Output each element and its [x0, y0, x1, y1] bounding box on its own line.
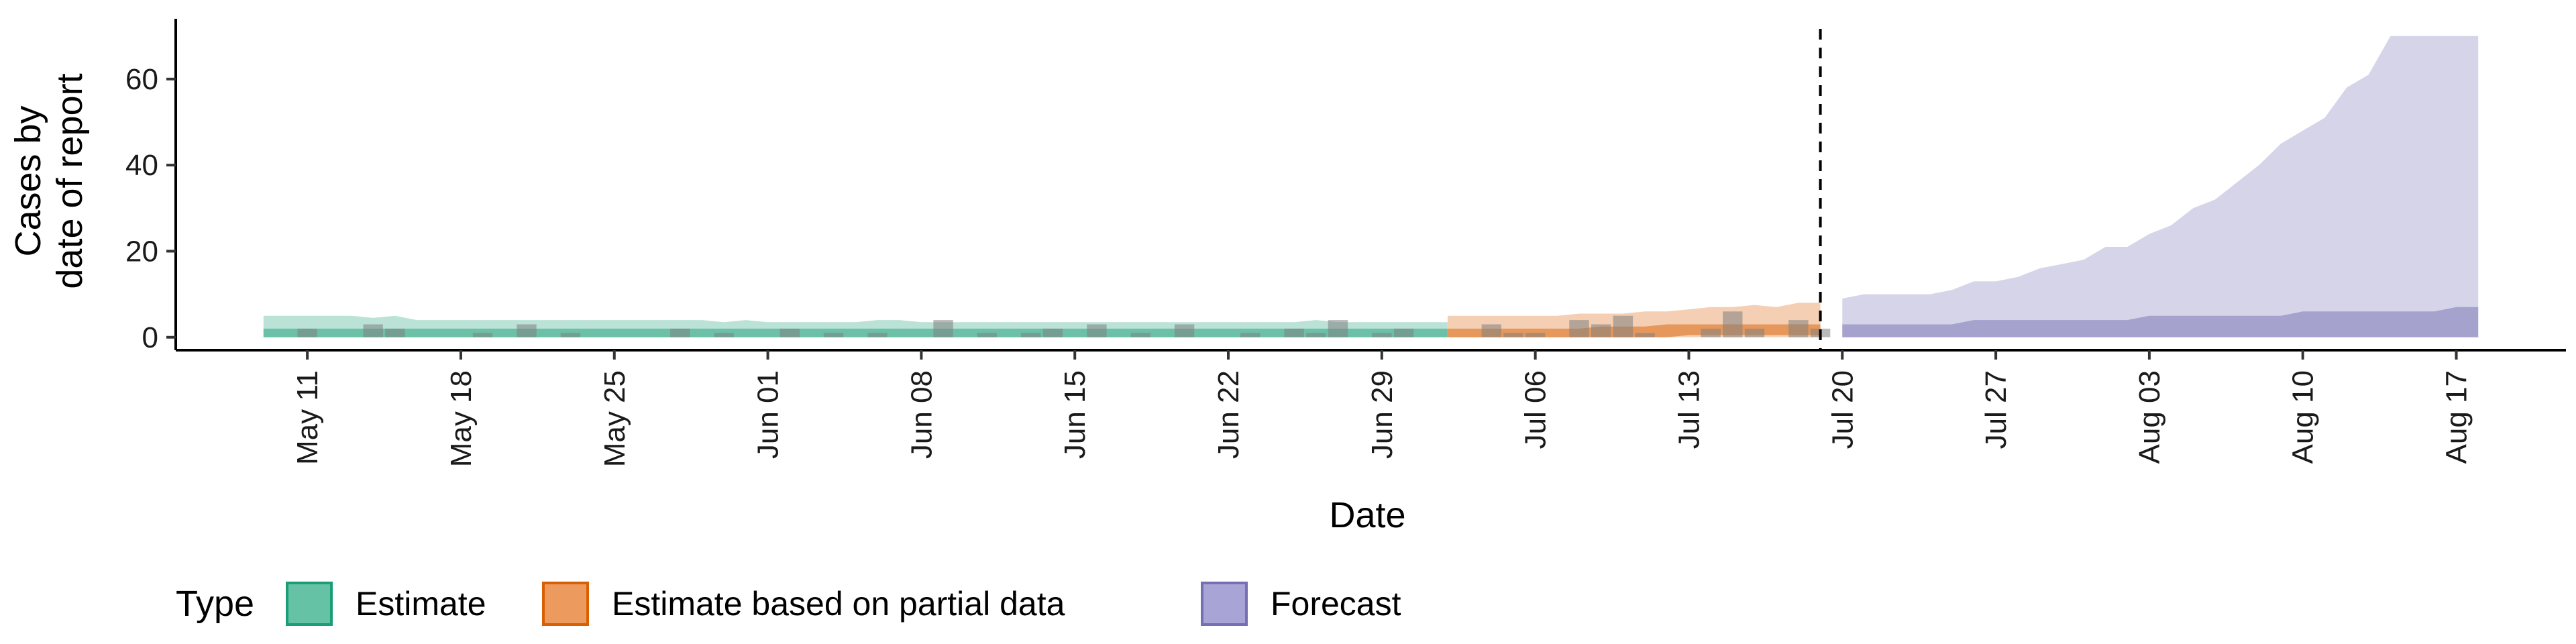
- x-tick-label: Jul 13: [1672, 370, 1705, 449]
- observed-bar: [1525, 333, 1546, 337]
- x-tick-label: Jun 29: [1366, 370, 1399, 459]
- x-tick-label: Jun 08: [905, 370, 938, 459]
- legend-title: Type: [176, 584, 254, 624]
- observed-bar: [1240, 333, 1260, 337]
- observed-bar: [780, 328, 800, 337]
- legend-swatch: [1201, 582, 1248, 626]
- x-tick-label: May 25: [598, 370, 631, 467]
- observed-bar: [1328, 320, 1348, 337]
- observed-bar: [1569, 320, 1589, 337]
- observed-bar: [1130, 333, 1150, 337]
- observed-bar: [1372, 333, 1392, 337]
- observed-bar: [1393, 328, 1414, 337]
- band-outer-forecast: [1842, 36, 2479, 337]
- x-tick-label: Aug 03: [2133, 370, 2166, 464]
- y-axis-label: Cases bydate of report: [8, 73, 90, 288]
- observed-bar: [560, 333, 581, 337]
- observed-case-bars: [297, 311, 1831, 337]
- observed-bar: [1744, 328, 1765, 337]
- x-tick-label: Aug 10: [2287, 370, 2320, 464]
- observed-bar: [933, 320, 953, 337]
- y-tick-label: 0: [142, 321, 158, 354]
- observed-bar: [1021, 333, 1041, 337]
- observed-bar: [1284, 328, 1304, 337]
- x-tick-label: Jul 27: [1980, 370, 2012, 449]
- observed-bar: [1174, 324, 1195, 337]
- observed-bar: [1306, 333, 1326, 337]
- y-axis-ticks: 0 20 40 60: [125, 63, 176, 354]
- observed-bar: [1481, 324, 1501, 337]
- x-tick-label: Jun 15: [1059, 370, 1091, 459]
- observed-bar: [1701, 328, 1721, 337]
- band-inner-estimate: [263, 328, 1448, 337]
- observed-bar: [1591, 324, 1611, 337]
- y-axis-label-line: date of report: [50, 73, 90, 288]
- observed-bar: [1788, 320, 1809, 337]
- observed-bar: [363, 324, 383, 337]
- observed-bar: [472, 333, 493, 337]
- x-tick-label: Jul 20: [1826, 370, 1859, 449]
- observed-bar: [517, 324, 537, 337]
- legend-label: Estimate based on partial data: [612, 585, 1065, 623]
- x-tick-label: Aug 17: [2440, 370, 2473, 464]
- axes: [174, 19, 2566, 352]
- x-axis-ticks: May 11 May 18 May 25 Jun 01 Jun 08 Jun 15 Jun …: [291, 350, 2473, 467]
- observed-bar: [867, 333, 888, 337]
- observed-bar: [1087, 324, 1107, 337]
- y-tick-label: 60: [125, 63, 158, 96]
- observed-bar: [823, 333, 844, 337]
- observed-bar: [714, 333, 734, 337]
- observed-bar: [1635, 333, 1655, 337]
- legend-label: Forecast: [1271, 585, 1401, 623]
- legend-label: Estimate: [356, 585, 486, 623]
- y-axis-label-line: Cases by: [8, 105, 48, 256]
- observed-bar: [977, 333, 998, 337]
- uncertainty-bands: [263, 36, 2479, 337]
- legend-swatch: [542, 582, 589, 626]
- x-tick-label: May 11: [291, 370, 324, 465]
- observed-bar: [385, 328, 405, 337]
- y-tick-label: 40: [125, 149, 158, 182]
- x-tick-label: Jun 01: [752, 370, 785, 459]
- legend: Type Estimate Estimate based on partial da…: [176, 582, 1401, 626]
- y-tick-label: 20: [125, 235, 158, 268]
- observed-bar: [1613, 315, 1633, 337]
- observed-bar: [670, 328, 690, 337]
- legend-swatch: [286, 582, 333, 626]
- x-tick-label: May 18: [445, 370, 478, 467]
- band-inner-forecast: [1842, 307, 2479, 337]
- observed-bar: [1503, 333, 1523, 337]
- x-axis-label: Date: [1329, 495, 1405, 535]
- x-tick-label: Jun 22: [1212, 370, 1245, 459]
- observed-bar: [297, 328, 317, 337]
- observed-bar: [1723, 311, 1743, 337]
- observed-bar: [1042, 328, 1063, 337]
- x-tick-label: Jul 06: [1519, 370, 1552, 449]
